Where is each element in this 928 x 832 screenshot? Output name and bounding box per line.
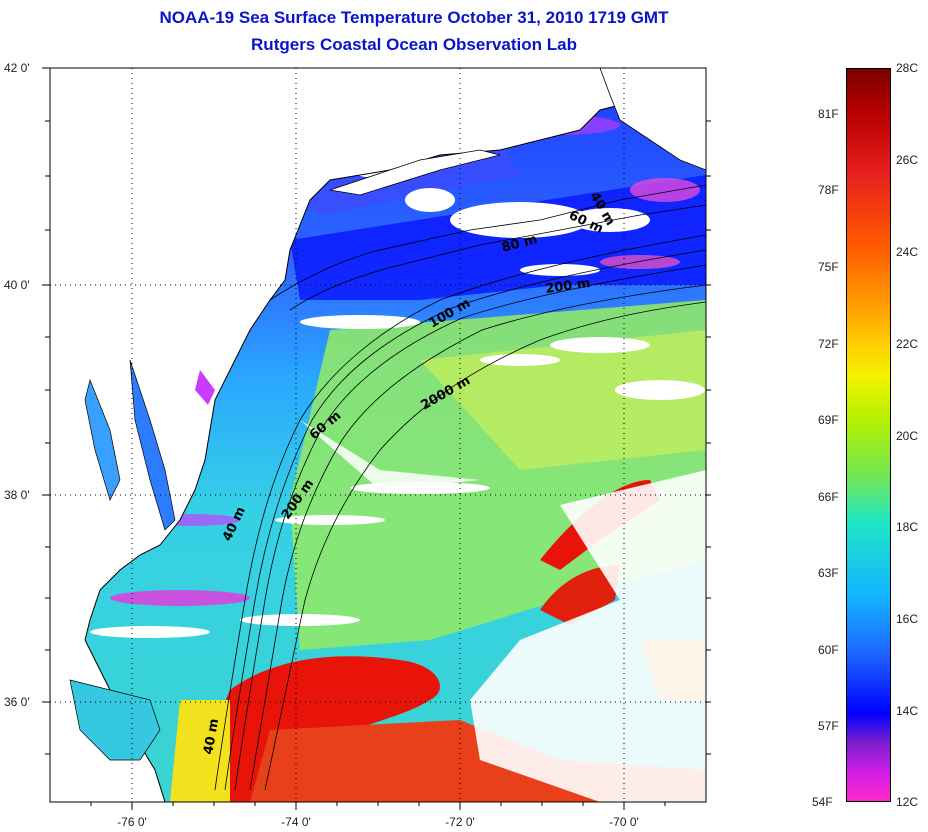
fahrenheit-label: 78F	[818, 183, 839, 197]
lat-label: 42 0'	[4, 61, 30, 75]
lon-label: -74 0'	[281, 815, 311, 829]
depth-label: 40 m	[201, 717, 222, 755]
lon-label: -70 0'	[609, 815, 639, 829]
fahrenheit-label: 72F	[818, 337, 839, 351]
lat-label: 36 0'	[4, 695, 30, 709]
lat-label: 38 0'	[4, 488, 30, 502]
fahrenheit-label: 60F	[818, 643, 839, 657]
fahrenheit-label: 81F	[818, 107, 839, 121]
fahrenheit-label: 75F	[818, 260, 839, 274]
temperature-colorbar	[846, 68, 891, 802]
fahrenheit-label: 57F	[818, 719, 839, 733]
lon-label: -72 0'	[445, 815, 475, 829]
fahrenheit-label: 66F	[818, 490, 839, 504]
fahrenheit-label: 54F	[812, 795, 833, 809]
fahrenheit-label: 69F	[818, 413, 839, 427]
lon-label: -76 0'	[117, 815, 147, 829]
celsius-label: 18C	[896, 520, 919, 534]
celsius-label: 12C	[896, 795, 919, 809]
depth-label: 200 m	[544, 276, 591, 297]
celsius-label: 16C	[896, 612, 919, 626]
lat-label: 40 0'	[4, 278, 30, 292]
fahrenheit-label: 63F	[818, 566, 839, 580]
depth-contours	[214, 184, 707, 791]
celsius-label: 24C	[896, 245, 919, 259]
celsius-label: 20C	[896, 429, 919, 443]
map-title: NOAA-19 Sea Surface Temperature October …	[159, 8, 669, 27]
celsius-label: 26C	[896, 153, 919, 167]
sst-image	[50, 68, 706, 802]
celsius-label: 14C	[896, 704, 919, 718]
map-subtitle: Rutgers Coastal Ocean Observation Lab	[251, 35, 577, 54]
celsius-label: 22C	[896, 337, 919, 351]
celsius-label: 28C	[896, 61, 919, 75]
